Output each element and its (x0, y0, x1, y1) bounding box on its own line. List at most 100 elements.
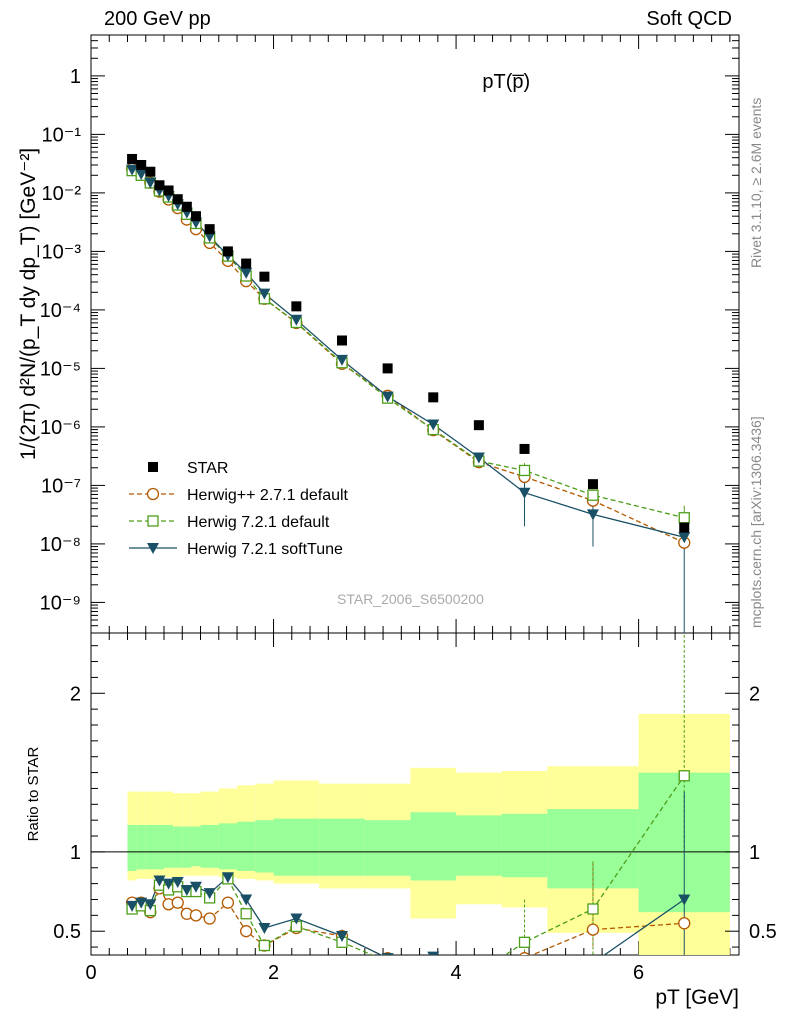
softtune-marker (135, 169, 148, 181)
y-tick-label: 10⁻⁵ (40, 358, 81, 380)
y-tick-label: 10⁻⁴ (40, 300, 81, 322)
herwig721-ratio-marker (383, 956, 393, 966)
legend-star-label: STAR (187, 460, 228, 477)
ratio-y-tick-label-right: 2 (749, 683, 760, 705)
softtune-marker (258, 288, 271, 300)
ratio-panel-frame (90, 632, 740, 956)
herwigpp-ratio-marker (678, 917, 691, 930)
softtune-ratio-marker (153, 875, 166, 887)
ratio-series-group (91, 633, 739, 969)
star-data-marker (428, 392, 439, 403)
x-tick-label: 0 (85, 962, 96, 984)
uncertainty-band-inner (191, 826, 201, 867)
herwigpp-ratio-marker (171, 896, 184, 909)
softtune-ratio-marker (335, 930, 348, 942)
herwig721-ratio-marker (240, 908, 252, 920)
uncertainty-band-inner (456, 815, 502, 876)
softtune-marker (427, 419, 440, 431)
star-data-marker (241, 258, 252, 269)
ratio-y-tick-label: 0.5 (53, 921, 81, 943)
ratio-y-tick-label-right: 0.5 (749, 921, 777, 943)
uncertainty-band-inner (154, 824, 165, 870)
star-data-marker (127, 153, 138, 164)
herwigpp-ratio-marker (519, 952, 530, 955)
rivet-version-label: Rivet 3.1.10, ≥ 2.6M events (748, 97, 764, 268)
herwig721-marker (518, 464, 531, 477)
softtune-marker (240, 267, 253, 279)
softtune-ratio-marker (162, 878, 175, 890)
softtune-ratio-marker (678, 894, 691, 906)
ratio-y-tick-label: 1 (70, 842, 81, 864)
herwig721-ratio-marker (678, 770, 690, 782)
y-tick-label: 10⁻⁷ (41, 475, 81, 497)
softtune-marker (472, 452, 485, 464)
top-series-group (125, 153, 691, 633)
herwig721-ratio-marker (258, 939, 271, 952)
mcplots-label: mcplots.cern.ch [arXiv:1306.3436] (748, 416, 764, 628)
herwigpp-line (131, 168, 685, 544)
softtune-marker (144, 177, 157, 189)
star-data-marker (587, 479, 598, 490)
herwigpp-ratio-marker (203, 912, 216, 925)
softtune-ratio-marker (189, 881, 202, 893)
y-tick-label: 10⁻⁶ (40, 417, 81, 439)
herwigpp-ratio-marker (586, 923, 600, 936)
uncertainty-band-inner (255, 820, 274, 873)
uncertainty-band-inner (173, 826, 183, 868)
softtune-marker (381, 391, 394, 403)
herwig721-marker (587, 489, 599, 501)
uncertainty-band-inner (237, 821, 256, 871)
uncertainty-band-inner (218, 823, 238, 870)
star-data-marker (222, 246, 233, 257)
star-data-marker (336, 335, 347, 346)
herwig721-ratio-marker (518, 936, 531, 948)
herwig721-marker (678, 512, 690, 524)
softtune-ratio-marker (126, 900, 139, 912)
star-data-marker (181, 201, 192, 212)
uncertainty-band-inner (410, 812, 457, 881)
softtune-ratio-marker (240, 894, 253, 906)
x-tick-label: 2 (268, 962, 279, 984)
star-data-marker (519, 443, 530, 454)
softtune-marker (335, 354, 348, 366)
star-data-marker (259, 271, 270, 282)
star-data-marker (172, 194, 183, 205)
star-data-marker (136, 159, 147, 170)
uncertainty-band-inner (200, 824, 219, 868)
softtune-ratio-marker (221, 872, 234, 884)
softtune-ratio-marker (381, 953, 394, 955)
uncertainty-band-inner (136, 824, 146, 870)
star-data-marker (145, 166, 156, 177)
analysis-id-label: STAR_2006_S6500200 (337, 591, 484, 607)
softtune-ratio-marker (180, 884, 193, 896)
star-data-marker (679, 522, 690, 533)
star-data-marker (291, 301, 302, 312)
uncertainty-band-inner (145, 824, 155, 870)
ratio-y-axis-label: Ratio to STAR (25, 746, 42, 841)
legend-softtune-marker (147, 543, 159, 554)
softtune-marker (586, 509, 599, 521)
x-tick-label: 4 (451, 962, 462, 984)
softtune-ratio-marker (203, 888, 216, 900)
uncertainty-band-inner (273, 818, 320, 876)
x-axis-label: pT [GeV] (655, 986, 739, 1009)
uncertainty-band-inner (501, 813, 548, 878)
category-label: Soft QCD (646, 8, 732, 30)
chart-title: pT(p̅) (482, 71, 530, 93)
y-tick-label: 1 (70, 66, 81, 88)
y-tick-label: 10⁻³ (42, 241, 82, 263)
softtune-marker (203, 231, 216, 243)
softtune-line (131, 169, 685, 538)
softtune-ratio-marker (135, 897, 148, 909)
softtune-ratio-marker (171, 877, 184, 889)
legend-herwigpp-marker (146, 487, 160, 501)
y-tick-label: 10⁻² (42, 183, 82, 205)
herwigpp-ratio-marker (189, 909, 203, 922)
y-tick-label: 10⁻⁹ (40, 592, 81, 614)
ratio-y-tick-label: 2 (70, 683, 81, 705)
legend-herwig721-label: Herwig 7.2.1 default (187, 514, 330, 531)
softtune-ratio-marker (587, 958, 599, 969)
legend-herwigpp-label: Herwig++ 2.7.1 default (187, 487, 349, 504)
softtune-marker (290, 314, 303, 326)
